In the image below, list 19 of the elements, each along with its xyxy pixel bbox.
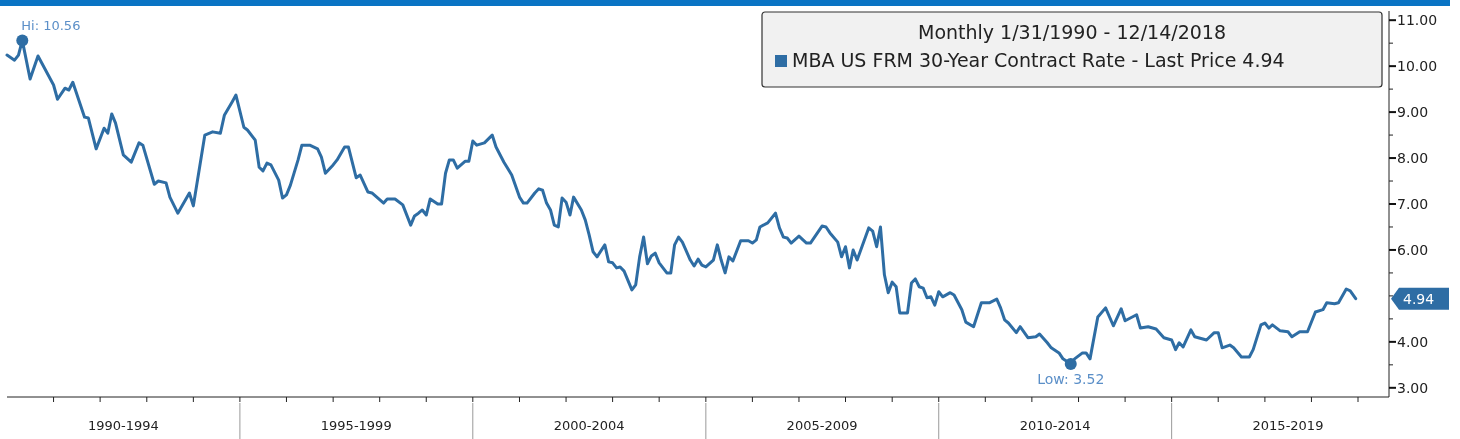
annotation: Low: 3.52	[1037, 370, 1105, 387]
y-tick-label: 8.00	[1397, 149, 1429, 166]
value-tag: 4.94	[1391, 287, 1449, 310]
y-tick-label: 10.00	[1397, 58, 1438, 75]
y-tick-label: 9.00	[1397, 104, 1429, 120]
y-tick-label: 3.00	[1397, 379, 1429, 396]
y-tick-label: 4.00	[1397, 333, 1429, 350]
annotation: Hi: 10.56	[21, 18, 81, 34]
x-tick-label: 2010-2014	[1019, 418, 1091, 433]
x-tick-label: 2015-2019	[1252, 418, 1324, 433]
x-tick-label: 2000-2004	[553, 418, 625, 433]
x-tick-label: 1990-1994	[87, 418, 159, 433]
legend-title: Monthly 1/31/1990 - 12/14/2018	[918, 21, 1226, 43]
y-tick-label: 6.00	[1397, 241, 1429, 258]
x-tick-label: 2005-2009	[786, 418, 858, 433]
y-tick-label: 11.00	[1397, 12, 1438, 29]
legend-label: MBA US FRM 30-Year Contract Rate - Last Price 4.94	[792, 49, 1285, 71]
x-tick-label: 1995-1999	[320, 418, 392, 433]
y-tick-label: 7.00	[1397, 195, 1429, 212]
